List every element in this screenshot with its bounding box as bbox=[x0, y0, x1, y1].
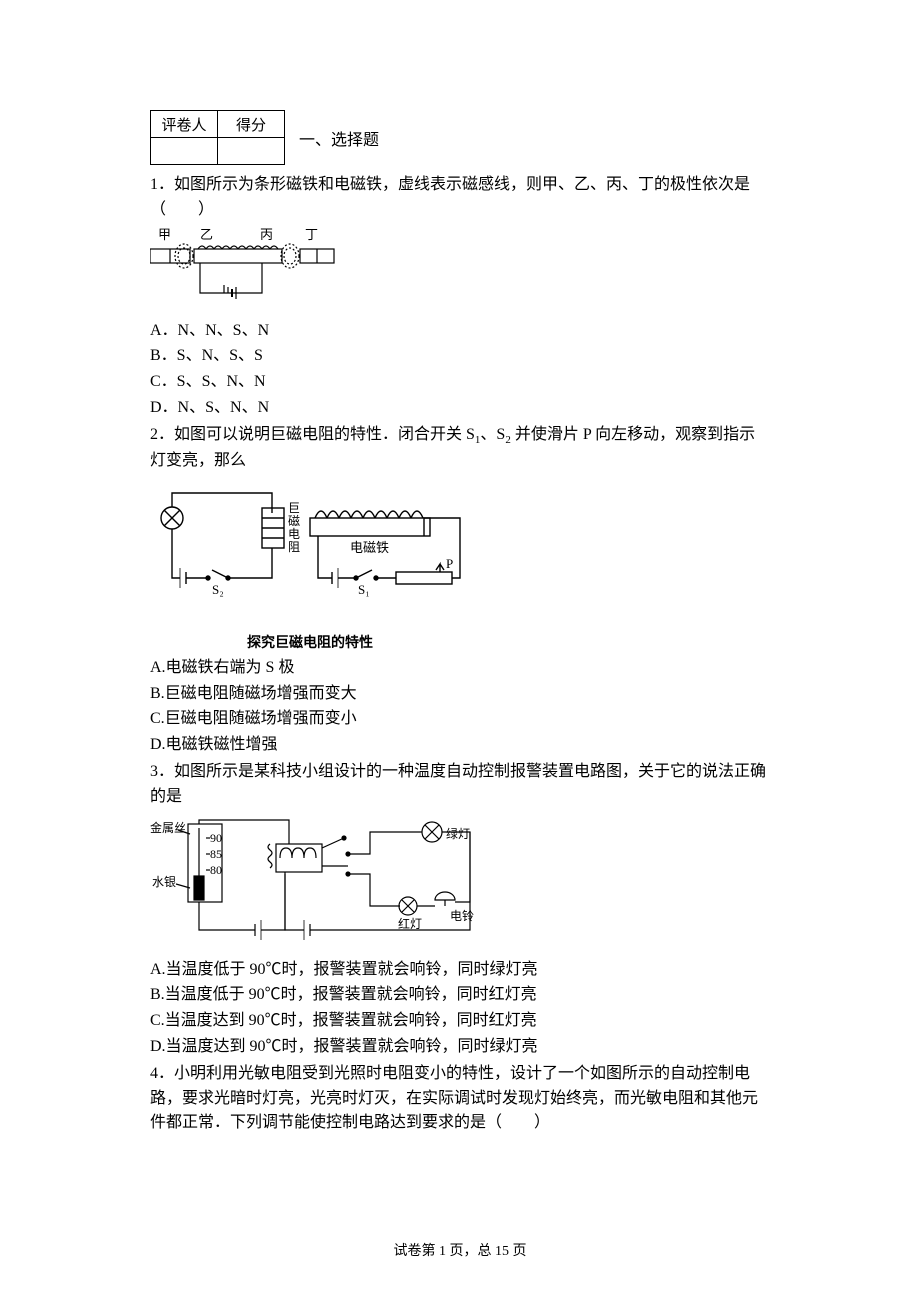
q3-opt-d: D.当温度达到 90℃时，报警装置就会响铃，同时绿灯亮 bbox=[150, 1035, 770, 1060]
td-grader-blank bbox=[151, 138, 218, 165]
svg-text:巨: 巨 bbox=[288, 501, 300, 515]
q4-stem: 4．小明利用光敏电阻受到光照时电阻变小的特性，设计了一个如图所示的自动控制电路，… bbox=[150, 1062, 770, 1136]
q1-figure: 甲 乙 丙 丁 bbox=[150, 227, 770, 315]
page-footer: 试卷第 1 页，总 15 页 bbox=[0, 1240, 920, 1260]
svg-text:80: 80 bbox=[210, 863, 222, 877]
svg-text:85: 85 bbox=[210, 847, 222, 861]
q3-opt-c: C.当温度达到 90℃时，报警装置就会响铃，同时红灯亮 bbox=[150, 1009, 770, 1034]
svg-text:S₂: S₂ bbox=[212, 582, 224, 597]
th-score: 得分 bbox=[218, 111, 285, 138]
q2-opt-d: D.电磁铁磁性增强 bbox=[150, 733, 770, 758]
score-table: 评卷人 得分 bbox=[150, 110, 285, 165]
q2-figure: 巨 磁 电 阻 S₂ 电磁铁 bbox=[150, 478, 770, 652]
svg-text:电: 电 bbox=[288, 527, 300, 541]
q1-opt-b: B．S、N、S、S bbox=[150, 344, 770, 369]
q2-opt-b: B.巨磁电阻随磁场增强而变大 bbox=[150, 682, 770, 707]
q2-opt-c: C.巨磁电阻随磁场增强而变小 bbox=[150, 707, 770, 732]
td-score-blank bbox=[218, 138, 285, 165]
q1-opt-c: C．S、S、N、N bbox=[150, 370, 770, 395]
q1-label-ding: 丁 bbox=[305, 227, 318, 242]
svg-text:水银: 水银 bbox=[152, 875, 176, 889]
svg-text:磁: 磁 bbox=[288, 513, 300, 528]
svg-text:金属丝: 金属丝 bbox=[150, 820, 186, 835]
q1-label-bing: 丙 bbox=[260, 227, 273, 242]
svg-text:90: 90 bbox=[210, 831, 222, 845]
q2-stem: 2．如图可以说明巨磁电阻的特性．闭合开关 S1、S2 并使滑片 P 向左移动，观… bbox=[150, 423, 770, 474]
svg-text:阻: 阻 bbox=[288, 540, 300, 554]
section-title: 一、选择题 bbox=[299, 126, 379, 150]
q3-opt-b: B.当温度低于 90℃时，报警装置就会响铃，同时红灯亮 bbox=[150, 983, 770, 1008]
svg-text:P: P bbox=[446, 556, 453, 571]
svg-text:绿灯: 绿灯 bbox=[446, 826, 470, 841]
q1-opt-d: D．N、S、N、N bbox=[150, 396, 770, 421]
q2-opt-a: A.电磁铁右端为 S 极 bbox=[150, 656, 770, 681]
q1-stem: 1．如图所示为条形磁铁和电磁铁，虚线表示磁感线，则甲、乙、丙、丁的极性依次是（ … bbox=[150, 173, 770, 223]
q2-caption: 探究巨磁电阻的特性 bbox=[150, 632, 470, 652]
q1-label-jia: 甲 bbox=[158, 227, 171, 242]
th-grader: 评卷人 bbox=[151, 111, 218, 138]
q1-opt-a: A．N、N、S、N bbox=[150, 319, 770, 344]
q3-figure: 90 85 80 金属丝 水银 bbox=[150, 814, 770, 954]
q1-label-yi: 乙 bbox=[200, 227, 213, 242]
svg-text:红灯: 红灯 bbox=[398, 916, 422, 931]
q3-opt-a: A.当温度低于 90℃时，报警装置就会响铃，同时绿灯亮 bbox=[150, 958, 770, 983]
svg-text:S₁: S₁ bbox=[358, 582, 370, 597]
svg-text:电铃: 电铃 bbox=[450, 908, 474, 923]
q3-stem: 3．如图所示是某科技小组设计的一种温度自动控制报警装置电路图，关于它的说法正确的… bbox=[150, 760, 770, 810]
svg-text:电磁铁: 电磁铁 bbox=[350, 540, 389, 555]
header-row: 评卷人 得分 一、选择题 bbox=[150, 110, 770, 165]
